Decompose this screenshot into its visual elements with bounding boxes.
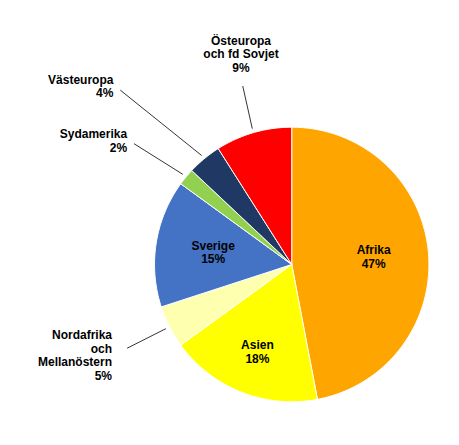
svg-text:Afrika47%: Afrika47% xyxy=(357,243,391,271)
svg-text:Östeuropaoch fd Sovjet9%: Östeuropaoch fd Sovjet9% xyxy=(203,33,278,76)
svg-text:NordafrikaochMellanöstern5%: NordafrikaochMellanöstern5% xyxy=(38,328,112,383)
svg-text:Sverige15%: Sverige15% xyxy=(191,239,235,267)
svg-text:Sydamerika2%: Sydamerika2% xyxy=(60,127,128,155)
svg-text:Västeuropa4%: Västeuropa4% xyxy=(48,73,114,101)
svg-text:Asien18%: Asien18% xyxy=(241,338,274,366)
